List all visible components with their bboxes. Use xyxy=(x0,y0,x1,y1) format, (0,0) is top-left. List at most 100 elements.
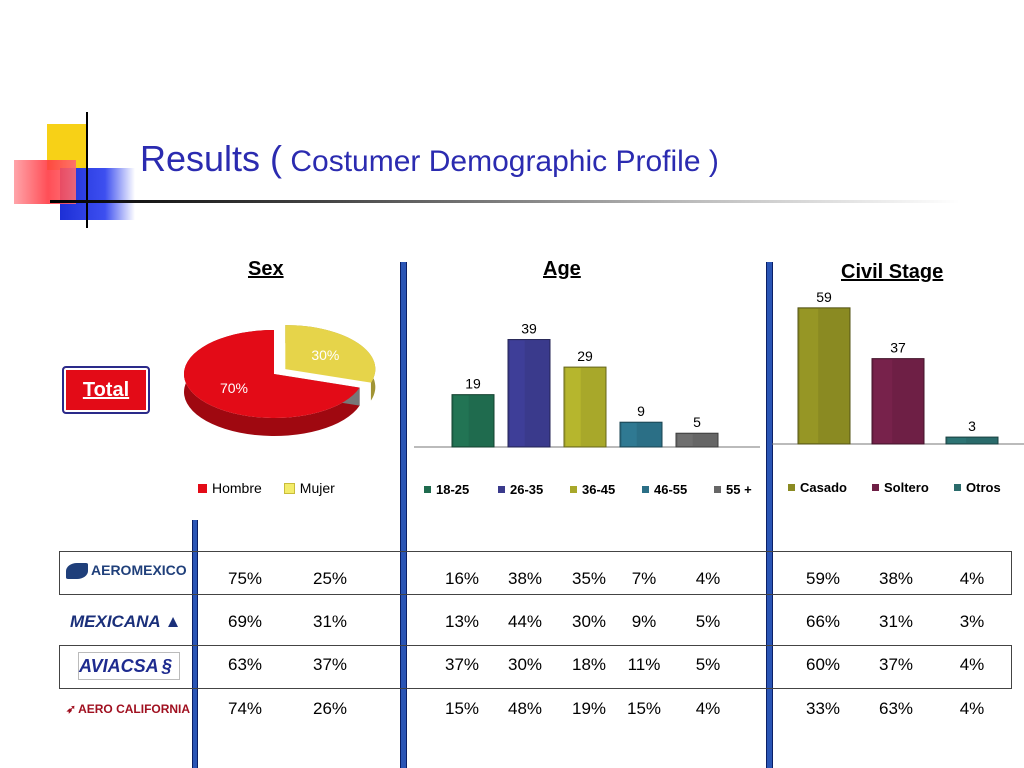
legend-swatch xyxy=(714,486,721,493)
bar-casado xyxy=(797,307,851,445)
aeromexico-eagle-icon xyxy=(66,563,88,580)
bar-value-label-1: 37 xyxy=(890,340,906,356)
bar-46-55 xyxy=(619,421,663,448)
table-cell-aero-california-26-35: 48% xyxy=(507,699,543,718)
bar-value-label-3: 9 xyxy=(637,403,645,419)
total-button[interactable]: Total xyxy=(62,366,150,414)
bar-value-label-1: 39 xyxy=(521,321,537,337)
table-cell-mexicana-hombre: 69% xyxy=(227,612,263,631)
sex-section-title: Sex xyxy=(248,258,284,280)
deco-vertical-line xyxy=(86,112,88,228)
bar-value-label-0: 19 xyxy=(465,376,481,392)
table-cell-aero-california-otros: 4% xyxy=(959,699,985,718)
mujer-swatch xyxy=(283,482,295,494)
legend-label: 55 + xyxy=(726,482,752,497)
table-cell-aeromexico-hombre: 75% xyxy=(227,569,263,588)
pie-label-mujer: 30% xyxy=(311,347,339,363)
aero-california-bird-icon: ➶ xyxy=(66,702,77,716)
aeromexico-logo: AEROMEXICO xyxy=(66,562,187,580)
title-main: Results ( xyxy=(140,138,283,179)
bar-highlight-4 xyxy=(678,434,693,446)
pie-legend: Hombre Mujer xyxy=(198,480,335,496)
table-cell-aviacsa-55-: 5% xyxy=(695,655,721,674)
hombre-swatch xyxy=(198,483,207,493)
sex-pie-chart: 70% 30% xyxy=(184,325,376,436)
table-cell-aeromexico-otros: 4% xyxy=(959,569,985,588)
pie-slice-mujer xyxy=(285,325,376,383)
aero-california-logo-text: AERO CALIFORNIA xyxy=(78,702,191,716)
civil-stage-section-title: Civil Stage xyxy=(841,261,944,283)
table-cell-aeromexico-46-55: 7% xyxy=(631,569,657,588)
separator-left xyxy=(192,520,198,768)
legend-swatch xyxy=(788,484,795,491)
hombre-legend-label: Hombre xyxy=(212,480,262,496)
bar-highlight-0 xyxy=(800,308,819,443)
table-cell-aviacsa-casado: 60% xyxy=(805,655,841,674)
table-cell-mexicana-casado: 66% xyxy=(805,612,841,631)
mexicana-logo-text: MEXICANA xyxy=(70,612,161,631)
table-cell-aviacsa-mujer: 37% xyxy=(312,655,348,674)
legend-label: 46-55 xyxy=(654,482,688,497)
table-cell-mexicana-36-45: 30% xyxy=(571,612,607,631)
deco-red-square xyxy=(14,160,76,204)
age-legend: 18-25 26-35 36-45 46-55 55 + xyxy=(424,482,764,500)
table-cell-aeromexico-soltero: 38% xyxy=(878,569,914,588)
table-cell-aeromexico-36-45: 35% xyxy=(571,569,607,588)
legend-item-casado: Casado xyxy=(788,480,847,495)
legend-item-36-45: 36-45 xyxy=(570,482,615,497)
table-cell-mexicana-26-35: 44% xyxy=(507,612,543,631)
table-cell-aviacsa-hombre: 63% xyxy=(227,655,263,674)
table-cell-aero-california-18-25: 15% xyxy=(444,699,480,718)
pie-slice-hombre xyxy=(184,330,360,418)
bar-highlight-1 xyxy=(510,340,525,446)
legend-item-otros: Otros xyxy=(954,480,1001,495)
total-button-label: Total xyxy=(82,378,130,401)
bar-soltero xyxy=(871,358,925,445)
table-cell-aero-california-46-55: 15% xyxy=(626,699,662,718)
table-cell-aero-california-36-45: 19% xyxy=(571,699,607,718)
bar-value-label-0: 59 xyxy=(816,289,832,305)
pie-label-hombre: 70% xyxy=(220,380,248,396)
table-cell-aero-california-mujer: 26% xyxy=(312,699,348,718)
legend-label: Casado xyxy=(800,480,847,495)
legend-swatch xyxy=(872,484,879,491)
mexicana-logo: MEXICANA ▲ xyxy=(70,612,182,632)
legend-swatch xyxy=(570,486,577,493)
aviacsa-logo: AVIACSA § xyxy=(78,652,180,680)
legend-label: Soltero xyxy=(884,480,929,495)
legend-swatch xyxy=(498,486,505,493)
aero-california-logo: ➶ AERO CALIFORNIA xyxy=(66,702,190,716)
deco-horizontal-line xyxy=(50,200,960,203)
table-cell-aero-california-casado: 33% xyxy=(805,699,841,718)
table-cell-mexicana-soltero: 31% xyxy=(878,612,914,631)
table-cell-aero-california-hombre: 74% xyxy=(227,699,263,718)
title-sub: Costumer Demographic Profile ) xyxy=(282,145,719,178)
legend-swatch xyxy=(424,486,431,493)
bar-highlight-3 xyxy=(622,423,637,446)
legend-label: 26-35 xyxy=(510,482,544,497)
civil-bar-chart: 59 37 3 xyxy=(772,289,1024,445)
civil-legend: Casado Soltero Otros xyxy=(788,480,1024,498)
table-cell-mexicana-otros: 3% xyxy=(959,612,985,631)
mujer-legend-label: Mujer xyxy=(299,480,335,496)
bar-highlight-2 xyxy=(566,368,581,446)
aeromexico-logo-text: AEROMEXICO xyxy=(91,562,187,578)
table-cell-aeromexico-26-35: 38% xyxy=(507,569,543,588)
table-cell-aero-california-55-: 4% xyxy=(695,699,721,718)
bar-highlight-1 xyxy=(874,359,893,443)
table-cell-mexicana-mujer: 31% xyxy=(312,612,348,631)
mexicana-a-icon: ▲ xyxy=(164,612,182,631)
bar-value-label-2: 29 xyxy=(577,348,593,364)
table-cell-aero-california-soltero: 63% xyxy=(878,699,914,718)
bar-highlight-2 xyxy=(948,438,967,443)
age-bar-chart: 19 39 29 9 5 xyxy=(414,321,760,448)
table-row-box-aviacsa xyxy=(59,645,1012,689)
table-cell-aviacsa-otros: 4% xyxy=(959,655,985,674)
table-cell-aeromexico-18-25: 16% xyxy=(444,569,480,588)
table-cell-mexicana-18-25: 13% xyxy=(444,612,480,631)
table-cell-aviacsa-46-55: 11% xyxy=(627,655,661,674)
separator-middle xyxy=(400,262,407,768)
legend-item-26-35: 26-35 xyxy=(498,482,543,497)
bar-value-label-2: 3 xyxy=(968,418,976,434)
bar-highlight-0 xyxy=(454,395,469,446)
